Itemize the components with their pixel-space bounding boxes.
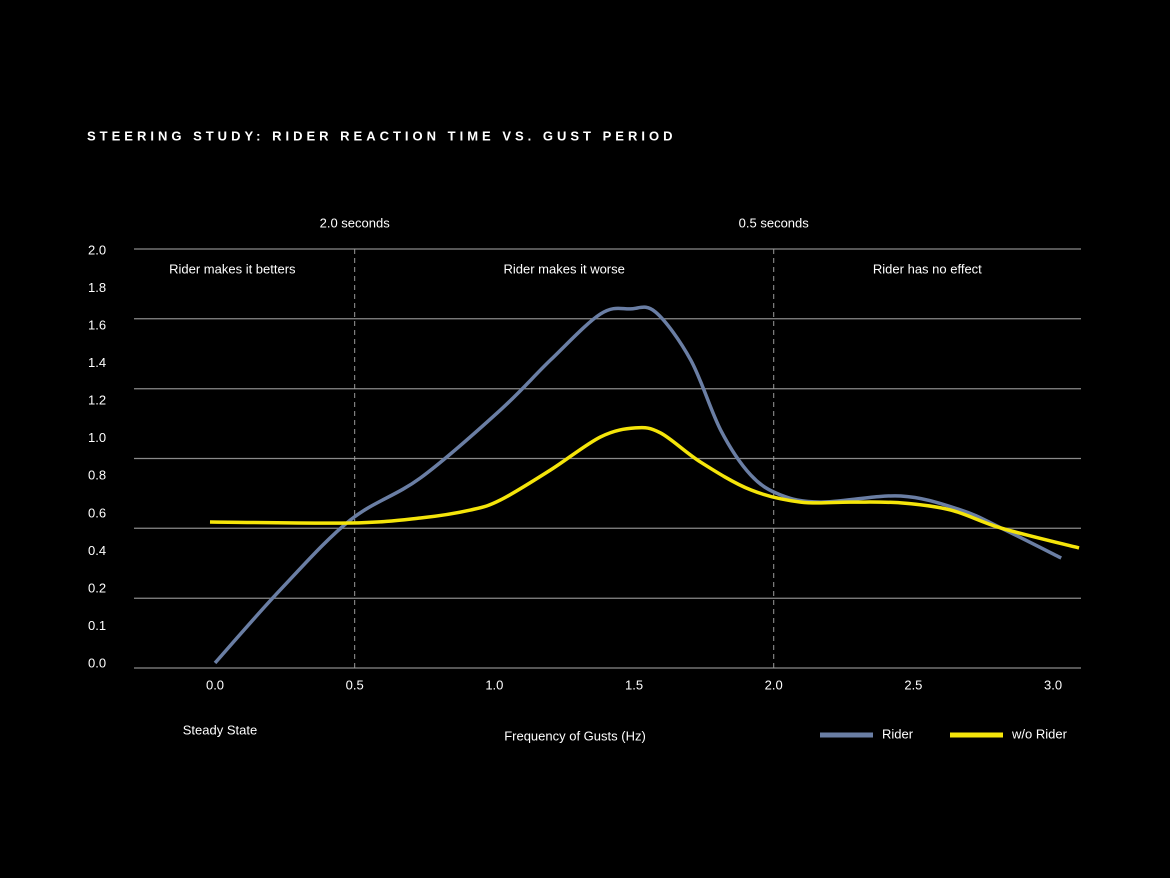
x-note: Steady State bbox=[183, 722, 257, 737]
y-tick-label: 0.8 bbox=[88, 468, 106, 483]
y-tick-label: 0.1 bbox=[88, 618, 106, 633]
divider-label: 2.0 seconds bbox=[320, 215, 391, 230]
x-axis-label: Frequency of Gusts (Hz) bbox=[504, 728, 646, 743]
region-label: Rider has no effect bbox=[873, 261, 982, 276]
x-tick-label: 3.0 bbox=[1044, 677, 1062, 692]
y-tick-label: 0.6 bbox=[88, 505, 106, 520]
x-tick-label: 1.5 bbox=[625, 677, 643, 692]
chart-title: STEERING STUDY: RIDER REACTION TIME VS. … bbox=[87, 128, 676, 143]
x-tick-label: 1.0 bbox=[485, 677, 503, 692]
y-tick-label: 1.2 bbox=[88, 393, 106, 408]
x-tick-label: 0.0 bbox=[206, 677, 224, 692]
divider-label: 0.5 seconds bbox=[739, 215, 810, 230]
y-tick-label: 1.8 bbox=[88, 280, 106, 295]
y-tick-label: 1.4 bbox=[88, 355, 106, 370]
y-tick-label: 1.6 bbox=[88, 318, 106, 333]
region-label: Rider makes it worse bbox=[504, 261, 625, 276]
y-tick-label: 0.2 bbox=[88, 580, 106, 595]
data-line bbox=[213, 305, 1062, 665]
legend-label: w/o Rider bbox=[1011, 726, 1068, 741]
y-tick-label: 1.0 bbox=[88, 430, 106, 445]
x-tick-label: 2.5 bbox=[904, 677, 922, 692]
legend-label: Rider bbox=[882, 726, 914, 741]
y-tick-label: 0.0 bbox=[88, 655, 106, 670]
region-label: Rider makes it betters bbox=[169, 261, 296, 276]
y-tick-label: 0.4 bbox=[88, 543, 106, 558]
x-tick-label: 2.0 bbox=[765, 677, 783, 692]
y-tick-label: 2.0 bbox=[88, 242, 106, 257]
data-line bbox=[209, 425, 1080, 550]
x-tick-label: 0.5 bbox=[346, 677, 364, 692]
